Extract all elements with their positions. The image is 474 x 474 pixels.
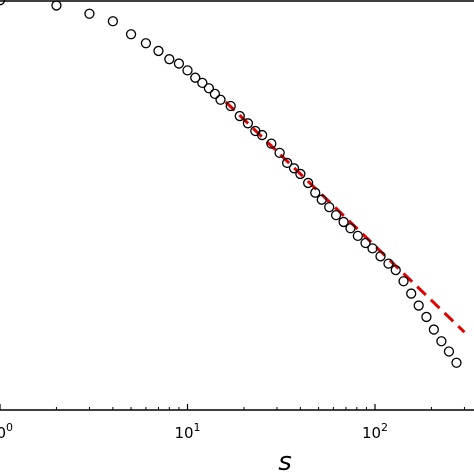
data-point bbox=[302, 177, 314, 189]
data-points bbox=[0, 0, 462, 368]
data-point bbox=[140, 38, 152, 49]
x-tick-label: 100 bbox=[0, 421, 13, 442]
data-point bbox=[352, 230, 363, 242]
data-point bbox=[338, 216, 349, 228]
data-point bbox=[367, 243, 378, 254]
data-point bbox=[390, 264, 401, 276]
data-point bbox=[256, 129, 268, 141]
data-point bbox=[436, 336, 447, 347]
fit-line-group bbox=[224, 100, 466, 334]
x-axis-label: s bbox=[278, 447, 292, 474]
data-point bbox=[197, 77, 208, 88]
data-point bbox=[451, 357, 462, 368]
data-point bbox=[360, 237, 371, 249]
data-point bbox=[330, 209, 342, 221]
data-point bbox=[242, 118, 254, 129]
data-point bbox=[164, 54, 175, 65]
data-point bbox=[282, 157, 293, 169]
data-point bbox=[310, 187, 321, 198]
data-point bbox=[428, 324, 440, 335]
data-point bbox=[173, 58, 185, 69]
data-point bbox=[295, 168, 306, 180]
data-point bbox=[288, 163, 300, 174]
plot-frame bbox=[0, 0, 474, 411]
x-tick-label: 101 bbox=[174, 421, 200, 442]
data-point bbox=[234, 110, 245, 122]
x-axis-ticks: 100 101 102 bbox=[0, 404, 465, 442]
data-point bbox=[406, 288, 417, 299]
data-point bbox=[375, 251, 386, 262]
data-point bbox=[266, 138, 277, 149]
data-point bbox=[107, 16, 119, 27]
data-point bbox=[225, 100, 236, 112]
data-point bbox=[274, 147, 285, 159]
data-point bbox=[345, 223, 356, 234]
data-point bbox=[125, 29, 137, 40]
data-point bbox=[398, 276, 409, 287]
data-point bbox=[316, 194, 327, 205]
data-point bbox=[0, 0, 6, 6]
data-point bbox=[203, 83, 215, 94]
data-point bbox=[383, 258, 394, 269]
data-point bbox=[421, 311, 432, 323]
data-point bbox=[413, 300, 424, 311]
data-point bbox=[209, 88, 221, 100]
data-point bbox=[215, 94, 226, 105]
data-point bbox=[182, 65, 193, 76]
power-law-fit-line bbox=[224, 100, 466, 334]
data-point bbox=[51, 0, 62, 11]
x-tick-label: 102 bbox=[362, 421, 388, 442]
data-point bbox=[443, 346, 455, 357]
data-point bbox=[84, 8, 95, 19]
data-point bbox=[153, 45, 164, 57]
data-point bbox=[190, 72, 201, 83]
data-point bbox=[324, 202, 335, 213]
